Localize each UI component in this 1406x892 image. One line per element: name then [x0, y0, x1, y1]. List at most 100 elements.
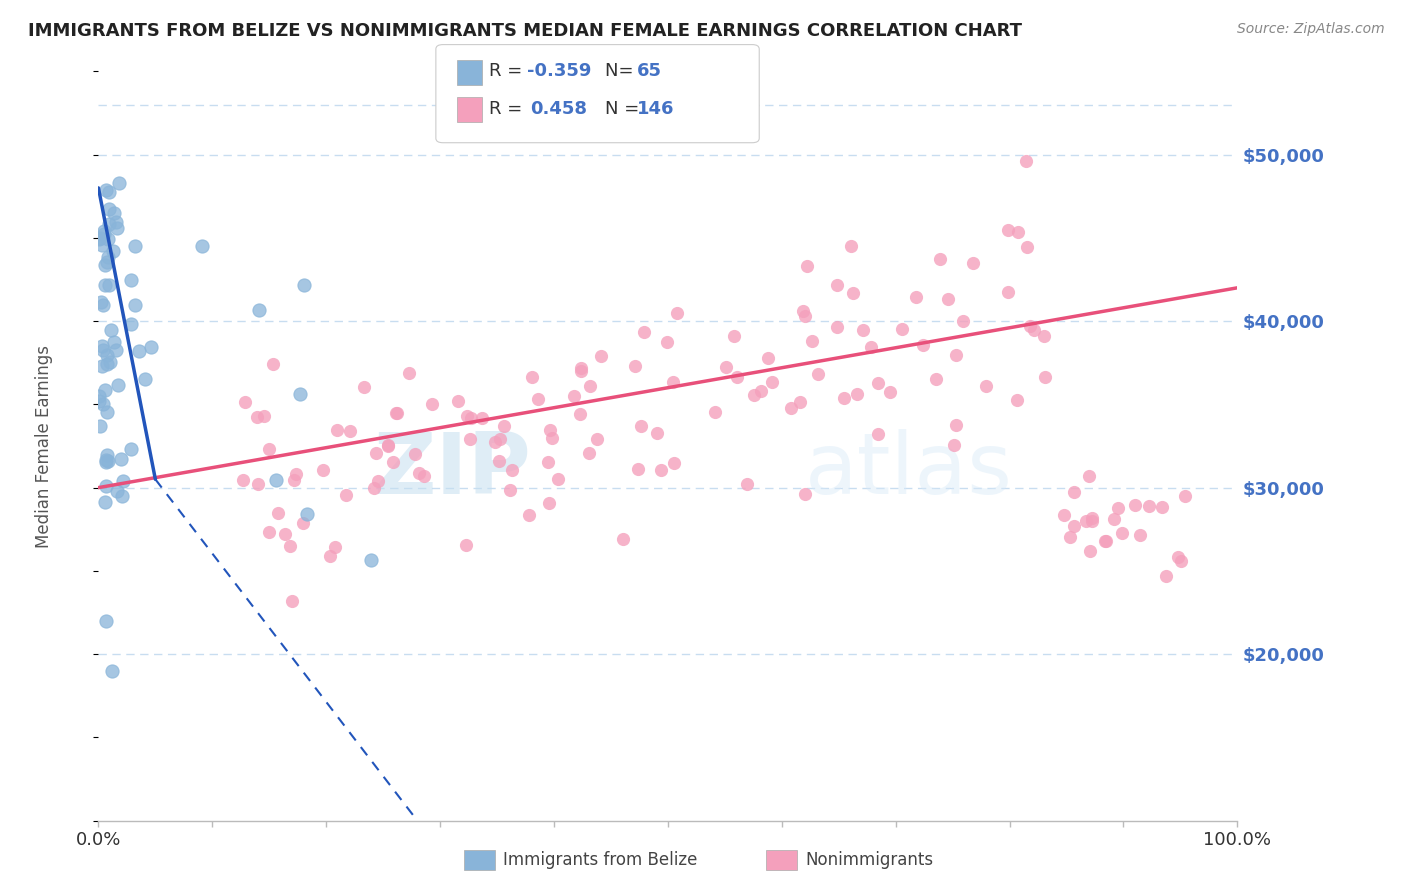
Text: atlas: atlas [804, 429, 1012, 513]
Point [97, 453, 120, 467]
Point [91, 297, 114, 311]
Text: Nonimmigrants: Nonimmigrants [806, 851, 934, 869]
Point [839, 238, 862, 252]
Point [852, 323, 875, 337]
Point [90, 359, 112, 373]
Point [801, 334, 824, 348]
Point [266, 473, 288, 487]
Point [312, 463, 335, 477]
Point [1033, 370, 1056, 384]
Point [353, 380, 375, 394]
Text: 146: 146 [637, 100, 675, 118]
Point [586, 432, 609, 446]
Point [1005, 392, 1028, 407]
Point [91, 238, 114, 252]
Point [793, 486, 815, 500]
Point [96, 448, 118, 462]
Point [1174, 489, 1197, 503]
Point [1167, 550, 1189, 565]
Point [253, 409, 276, 423]
Point [945, 348, 967, 362]
Point [110, 489, 132, 503]
Point [281, 594, 304, 608]
Point [537, 495, 560, 509]
Point [1063, 519, 1085, 533]
Point [1007, 225, 1029, 239]
Point [1017, 239, 1039, 253]
Point [1111, 526, 1133, 541]
Point [1024, 322, 1046, 336]
Point [650, 463, 672, 477]
Point [292, 278, 315, 293]
Point [1129, 528, 1152, 542]
Point [120, 317, 142, 331]
Point [789, 394, 811, 409]
Point [274, 527, 297, 541]
Point [323, 540, 346, 554]
Point [91, 343, 114, 357]
Point [527, 392, 550, 406]
Point [761, 375, 783, 389]
Point [422, 396, 444, 410]
Point [101, 244, 124, 258]
Point [456, 409, 478, 424]
Point [97, 185, 120, 199]
Point [1077, 469, 1099, 483]
Point [247, 303, 270, 318]
Point [367, 475, 389, 489]
Point [385, 406, 408, 420]
Point [1107, 500, 1129, 515]
Point [90, 339, 112, 353]
Point [1150, 500, 1173, 515]
Point [929, 252, 952, 267]
Point [655, 334, 678, 349]
Y-axis label: Median Female Earnings: Median Female Earnings [35, 344, 53, 548]
Point [360, 552, 382, 566]
Point [107, 378, 129, 392]
Point [627, 462, 650, 476]
Point [447, 393, 470, 408]
Point [278, 540, 301, 554]
Point [94, 259, 117, 273]
Point [288, 386, 311, 401]
Point [103, 335, 125, 350]
Point [1094, 533, 1116, 548]
Point [1081, 511, 1104, 525]
Text: N=: N= [605, 62, 638, 80]
Point [267, 506, 290, 520]
Point [89, 389, 111, 403]
Point [519, 508, 541, 522]
Point [890, 321, 912, 335]
Point [494, 418, 516, 433]
Point [792, 303, 814, 318]
Point [569, 407, 592, 421]
Point [124, 239, 146, 253]
Point [120, 272, 142, 286]
Point [868, 376, 890, 391]
Point [93, 224, 115, 238]
Point [825, 319, 848, 334]
Point [295, 508, 318, 522]
Point [997, 285, 1019, 299]
Point [1123, 498, 1146, 512]
Point [796, 259, 818, 273]
Point [284, 467, 307, 482]
Point [101, 664, 124, 678]
Point [408, 467, 430, 481]
Point [90, 294, 112, 309]
Point [962, 256, 984, 270]
Point [364, 446, 387, 460]
Point [662, 456, 685, 470]
Point [794, 309, 817, 323]
Point [1170, 554, 1192, 568]
Point [868, 427, 890, 442]
Point [579, 379, 602, 393]
Point [191, 239, 214, 253]
Point [104, 215, 127, 229]
Point [97, 250, 120, 264]
Point [976, 379, 998, 393]
Point [499, 483, 522, 498]
Point [124, 298, 146, 312]
Point [541, 431, 564, 445]
Point [925, 372, 948, 386]
